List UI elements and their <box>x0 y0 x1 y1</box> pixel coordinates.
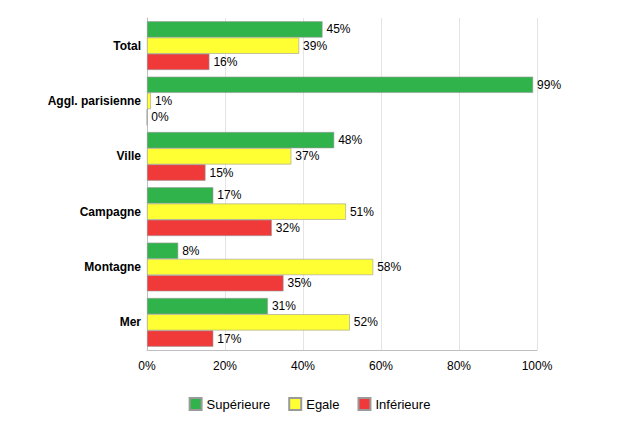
svg-text:37%: 37% <box>295 149 319 163</box>
svg-text:16%: 16% <box>213 55 237 69</box>
svg-text:99%: 99% <box>537 78 561 92</box>
svg-text:Supérieure: Supérieure <box>207 397 271 412</box>
svg-text:100%: 100% <box>522 359 553 373</box>
svg-text:52%: 52% <box>354 315 378 329</box>
svg-text:Aggl. parisienne: Aggl. parisienne <box>48 94 142 108</box>
svg-text:17%: 17% <box>217 332 241 346</box>
svg-text:Inférieure: Inférieure <box>375 397 430 412</box>
svg-text:80%: 80% <box>447 359 471 373</box>
svg-text:20%: 20% <box>213 359 237 373</box>
svg-text:Montagne: Montagne <box>84 260 141 274</box>
svg-text:35%: 35% <box>288 276 312 290</box>
svg-text:45%: 45% <box>327 22 351 36</box>
svg-text:31%: 31% <box>272 299 296 313</box>
svg-text:0%: 0% <box>151 110 169 124</box>
svg-text:0%: 0% <box>138 359 156 373</box>
svg-text:Mer: Mer <box>120 315 142 329</box>
svg-text:51%: 51% <box>350 205 374 219</box>
svg-text:40%: 40% <box>291 359 315 373</box>
svg-text:60%: 60% <box>369 359 393 373</box>
svg-text:48%: 48% <box>338 133 362 147</box>
svg-text:32%: 32% <box>276 221 300 235</box>
svg-text:Ville: Ville <box>117 149 142 163</box>
svg-text:17%: 17% <box>217 188 241 202</box>
svg-text:58%: 58% <box>377 260 401 274</box>
svg-text:1%: 1% <box>155 94 173 108</box>
svg-text:39%: 39% <box>303 39 327 53</box>
svg-text:Campagne: Campagne <box>80 205 142 219</box>
svg-text:Total: Total <box>113 39 141 53</box>
svg-text:Egale: Egale <box>306 397 339 412</box>
svg-text:8%: 8% <box>182 244 200 258</box>
svg-text:15%: 15% <box>210 166 234 180</box>
